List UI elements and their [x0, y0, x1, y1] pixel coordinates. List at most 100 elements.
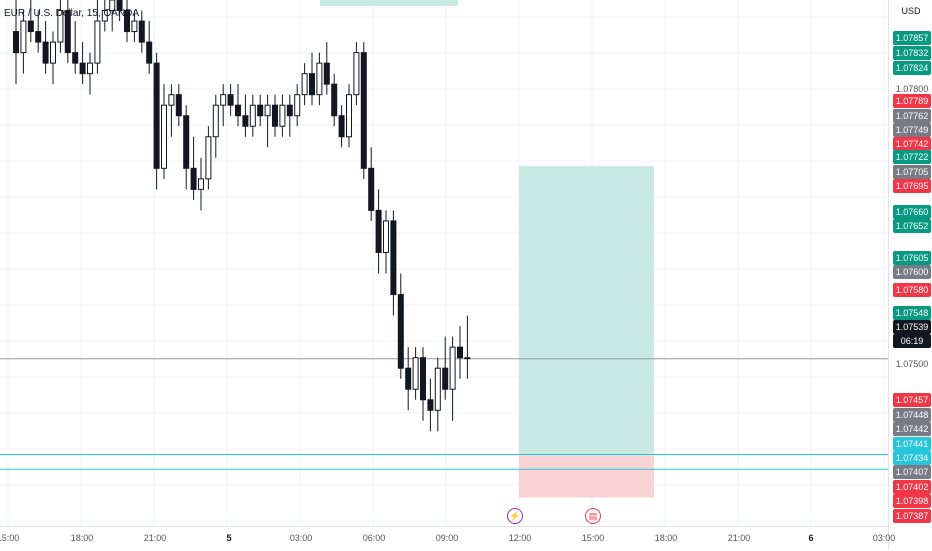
price-label: 1.07448 [893, 408, 931, 422]
candle-body [257, 104, 264, 117]
price-axis[interactable]: USD 1.07857 1.07832 1.07824 1.07800 1.07789 1… [888, 0, 932, 550]
lightning-icon[interactable]: ⚡ [507, 508, 523, 524]
risk-zone [519, 454, 654, 498]
time-label: 09:00 [435, 533, 459, 543]
candle-body [13, 31, 19, 54]
candle-body [57, 10, 64, 43]
price-label: 1.07660 [893, 205, 931, 219]
candle-body [316, 62, 323, 96]
candle-body [309, 73, 315, 96]
candle-body [449, 346, 456, 390]
candle-body [242, 115, 249, 127]
price-label: 1.07407 [893, 465, 931, 479]
price-label: 1.07789 [893, 94, 931, 108]
price-label: 1.07749 [893, 123, 931, 137]
reward-zone-previous [320, 0, 458, 6]
price-label: 1.07722 [893, 150, 931, 164]
candle-body [397, 294, 404, 369]
currency-label[interactable]: USD [901, 6, 921, 16]
candle-body [442, 367, 449, 390]
candle-body [338, 115, 345, 138]
candle-body [124, 10, 130, 33]
price-label: 1.07434 [893, 451, 931, 465]
candle-body [109, 0, 116, 12]
candle-body [42, 41, 49, 64]
candle-body [375, 209, 382, 253]
candle-body [412, 357, 419, 390]
candle-body [138, 20, 145, 43]
time-label: 15:00 [0, 533, 20, 543]
price-label: 1.07457 [893, 393, 931, 407]
candle-body [50, 41, 56, 64]
candle-body [286, 104, 293, 117]
candle-body [405, 367, 412, 390]
price-label: 1.07742 [893, 137, 931, 151]
candle-body [383, 220, 389, 253]
price-label: 1.07398 [893, 494, 931, 508]
candle-body [79, 62, 86, 75]
candle-body [264, 104, 271, 117]
price-label: 1.07695 [893, 179, 931, 193]
candle-body [27, 20, 34, 33]
time-label: 12:00 [508, 533, 532, 543]
candle-body [464, 357, 471, 360]
candle-body [35, 31, 42, 43]
price-label: 1.07539 [893, 320, 931, 334]
time-label: 03:00 [289, 533, 313, 543]
candle-body [235, 104, 241, 117]
candlestick-chart[interactable] [0, 0, 888, 526]
price-label: 1.07762 [893, 109, 931, 123]
symbol-title[interactable]: EUR / U.S. Dollar, 15, OANDA [4, 8, 140, 19]
candle-body [131, 20, 138, 33]
price-label: 1.07387 [893, 509, 931, 523]
price-label: 06:19 [893, 334, 931, 348]
candle-body [272, 104, 278, 127]
price-label: 1.07442 [893, 422, 931, 436]
time-label: 06:00 [362, 533, 386, 543]
candle-body [360, 52, 367, 169]
us-flag-icon[interactable]: ▤ [585, 508, 601, 524]
candle-body [168, 94, 175, 106]
time-label: 21:00 [727, 533, 751, 543]
candle-body [101, 10, 108, 22]
candle-body [390, 220, 397, 296]
candle-body [294, 94, 301, 117]
chart-area[interactable]: EUR / U.S. Dollar, 15, OANDA [0, 0, 888, 526]
candle-body [212, 104, 219, 138]
price-label: 1.07652 [893, 219, 931, 233]
time-label: 6 [808, 533, 814, 543]
price-label: 1.07441 [893, 437, 931, 451]
candle-body [279, 104, 286, 127]
price-label: 1.07857 [893, 31, 931, 45]
price-label: 1.07500 [895, 359, 929, 369]
candle-body [72, 52, 79, 64]
time-label: 5 [226, 533, 232, 543]
candle-body [434, 367, 441, 411]
time-label: 18:00 [654, 533, 678, 543]
candle-body [116, 0, 123, 12]
candle-body [331, 83, 338, 117]
time-axis[interactable]: 15:00 18:00 21:00 5 03:00 06:00 09:00 12:00 15:0… [0, 526, 895, 551]
candle-body [20, 20, 27, 54]
candle-body [146, 41, 153, 64]
candle-body [427, 399, 434, 411]
candle-body [301, 73, 308, 96]
candle-body [64, 10, 71, 54]
price-label: 1.07824 [893, 61, 931, 75]
price-label: 1.07705 [893, 165, 931, 179]
candle-body [87, 62, 93, 75]
reward-zone [519, 166, 654, 455]
candle-body [368, 167, 375, 211]
candle-body [175, 94, 182, 117]
candle-body [457, 346, 463, 359]
time-label: 21:00 [143, 533, 167, 543]
candle-body [198, 178, 204, 190]
candle-body [161, 104, 167, 169]
time-label: 18:00 [70, 533, 94, 543]
candle-body [323, 62, 330, 85]
price-label: 1.07580 [893, 283, 931, 297]
candle-body [346, 94, 352, 138]
price-label: 1.07600 [893, 265, 931, 279]
candle-body [220, 94, 227, 106]
candle-body [153, 62, 160, 169]
